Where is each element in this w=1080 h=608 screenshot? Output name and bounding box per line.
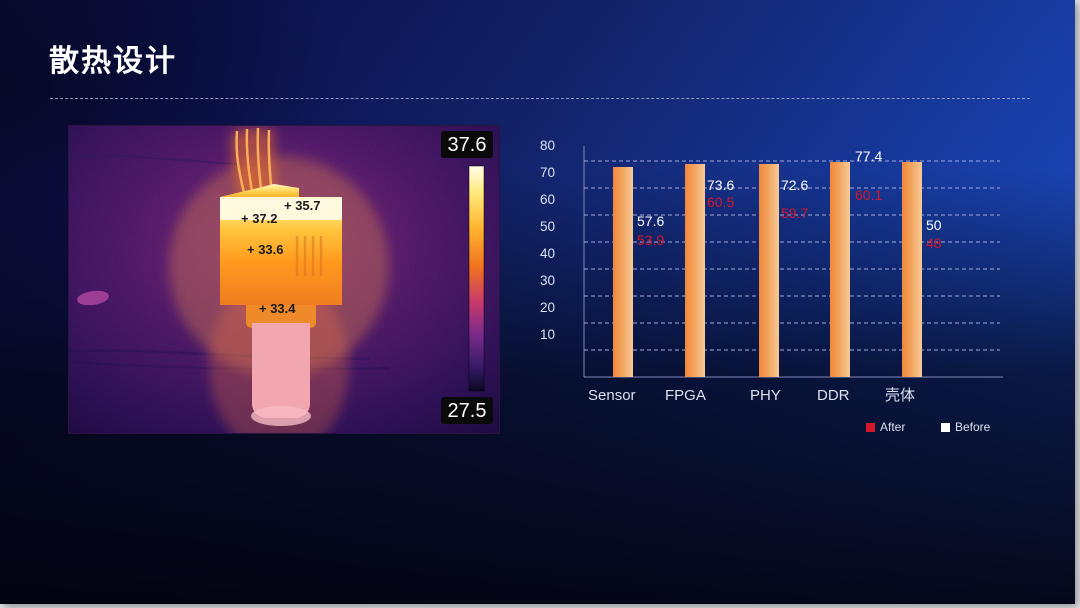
svg-text:60: 60 xyxy=(540,192,555,207)
svg-text:Sensor: Sensor xyxy=(588,387,636,404)
svg-text:After: After xyxy=(880,420,905,434)
svg-text:73.6: 73.6 xyxy=(707,177,734,193)
svg-text:30: 30 xyxy=(540,273,555,288)
svg-text:77.4: 77.4 xyxy=(855,148,882,164)
svg-text:70: 70 xyxy=(540,165,555,180)
svg-text:Before: Before xyxy=(955,420,991,434)
svg-text:DDR: DDR xyxy=(817,387,850,404)
svg-text:59.7: 59.7 xyxy=(781,205,808,221)
svg-text:53.9: 53.9 xyxy=(637,232,664,248)
svg-text:壳体: 壳体 xyxy=(885,387,915,404)
svg-text:60.5: 60.5 xyxy=(707,194,734,210)
svg-text:72.6: 72.6 xyxy=(781,177,808,193)
svg-text:FPGA: FPGA xyxy=(665,387,706,404)
svg-text:40: 40 xyxy=(540,246,555,261)
svg-text:PHY: PHY xyxy=(750,387,781,404)
svg-text:50: 50 xyxy=(540,219,555,234)
svg-text:20: 20 xyxy=(540,300,555,315)
svg-text:50: 50 xyxy=(926,217,942,233)
svg-text:80: 80 xyxy=(540,138,555,153)
svg-text:48: 48 xyxy=(926,235,942,251)
svg-text:60.1: 60.1 xyxy=(855,187,882,203)
svg-text:10: 10 xyxy=(540,327,555,342)
svg-text:57.6: 57.6 xyxy=(637,213,664,229)
